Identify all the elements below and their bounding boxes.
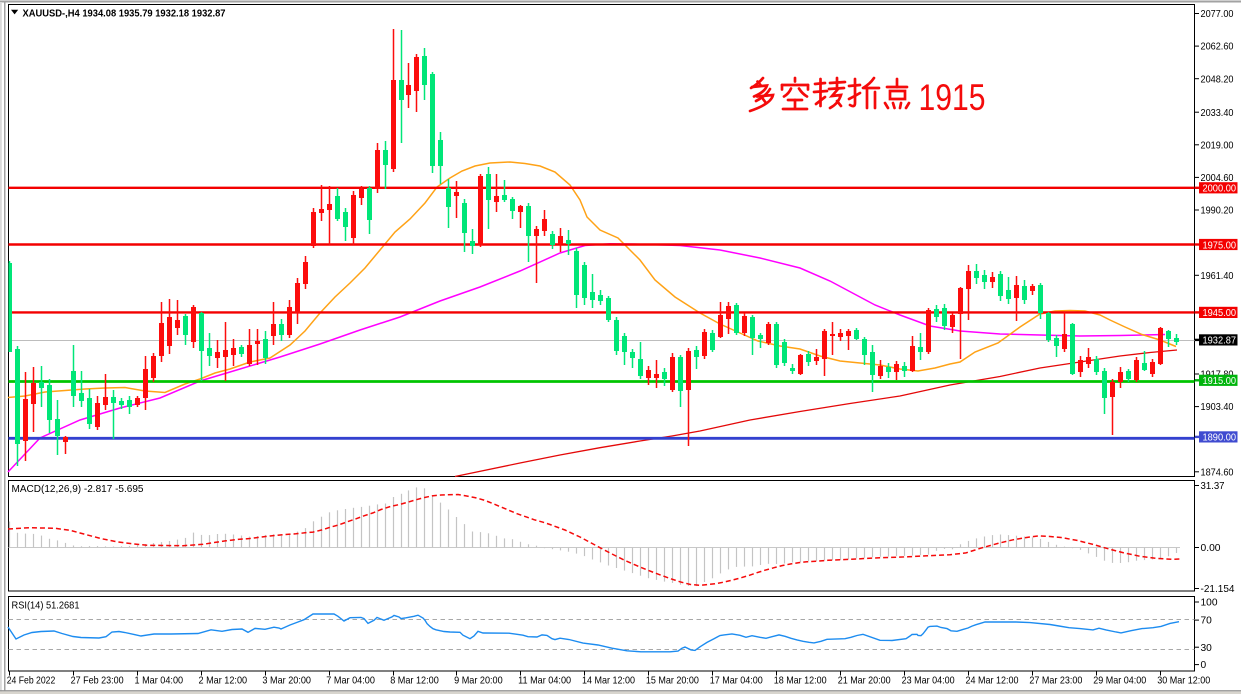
svg-text:1945.00: 1945.00 xyxy=(1203,308,1237,319)
svg-text:2 Mar 12:00: 2 Mar 12:00 xyxy=(199,676,248,687)
svg-text:27 Feb 23:00: 27 Feb 23:00 xyxy=(71,676,124,687)
svg-text:2033.40: 2033.40 xyxy=(1201,108,1234,119)
svg-text:70: 70 xyxy=(1201,616,1213,627)
svg-text:31.37: 31.37 xyxy=(1201,481,1225,492)
svg-text:1915: 1915 xyxy=(919,77,986,118)
svg-text:1961.40: 1961.40 xyxy=(1201,271,1234,282)
svg-text:100: 100 xyxy=(1201,598,1218,609)
svg-text:2004.60: 2004.60 xyxy=(1201,173,1234,184)
svg-text:17 Mar 04:00: 17 Mar 04:00 xyxy=(710,676,763,687)
svg-text:24 Mar 12:00: 24 Mar 12:00 xyxy=(966,676,1019,687)
svg-text:15 Mar 20:00: 15 Mar 20:00 xyxy=(646,676,699,687)
svg-text:30 Mar 12:00: 30 Mar 12:00 xyxy=(1157,676,1210,687)
svg-text:1932.87: 1932.87 xyxy=(1203,336,1237,347)
svg-text:8 Mar 12:00: 8 Mar 12:00 xyxy=(390,676,439,687)
svg-text:18 Mar 12:00: 18 Mar 12:00 xyxy=(774,676,827,687)
svg-text:MACD(12,26,9) -2.817 -5.695: MACD(12,26,9) -2.817 -5.695 xyxy=(12,484,144,495)
svg-text:23 Mar 04:00: 23 Mar 04:00 xyxy=(902,676,955,687)
svg-text:1990.20: 1990.20 xyxy=(1201,206,1234,217)
svg-text:0.00: 0.00 xyxy=(1201,543,1221,554)
svg-text:1915.00: 1915.00 xyxy=(1203,376,1237,387)
svg-text:7 Mar 04:00: 7 Mar 04:00 xyxy=(326,676,375,687)
svg-text:0: 0 xyxy=(1201,660,1207,671)
svg-text:RSI(14) 51.2681: RSI(14) 51.2681 xyxy=(12,601,80,612)
svg-text:1903.40: 1903.40 xyxy=(1201,402,1234,413)
svg-text:14 Mar 12:00: 14 Mar 12:00 xyxy=(582,676,635,687)
svg-text:24 Feb 2022: 24 Feb 2022 xyxy=(7,676,56,687)
svg-text:1890.00: 1890.00 xyxy=(1203,433,1237,444)
svg-text:2062.60: 2062.60 xyxy=(1201,42,1234,53)
svg-text:2019.00: 2019.00 xyxy=(1201,140,1234,151)
svg-text:11 Mar 04:00: 11 Mar 04:00 xyxy=(518,676,571,687)
svg-text:2000.00: 2000.00 xyxy=(1203,184,1237,195)
svg-text:21 Mar 20:00: 21 Mar 20:00 xyxy=(838,676,891,687)
svg-text:30: 30 xyxy=(1201,643,1213,654)
svg-text:XAUUSD-,H4 1934.08 1935.79 19: XAUUSD-,H4 1934.08 1935.79 1932.18 1932.… xyxy=(23,9,226,20)
svg-text:1975.00: 1975.00 xyxy=(1203,240,1237,251)
svg-text:9 Mar 20:00: 9 Mar 20:00 xyxy=(454,676,503,687)
svg-text:-21.154: -21.154 xyxy=(1201,584,1235,595)
svg-text:3 Mar 20:00: 3 Mar 20:00 xyxy=(262,676,311,687)
svg-text:2077.00: 2077.00 xyxy=(1201,9,1234,20)
svg-text:29 Mar 04:00: 29 Mar 04:00 xyxy=(1093,676,1146,687)
svg-text:27 Mar 23:00: 27 Mar 23:00 xyxy=(1029,676,1082,687)
svg-text:1 Mar 04:00: 1 Mar 04:00 xyxy=(135,676,184,687)
svg-text:1874.60: 1874.60 xyxy=(1201,467,1234,478)
svg-text:2048.20: 2048.20 xyxy=(1201,74,1234,85)
